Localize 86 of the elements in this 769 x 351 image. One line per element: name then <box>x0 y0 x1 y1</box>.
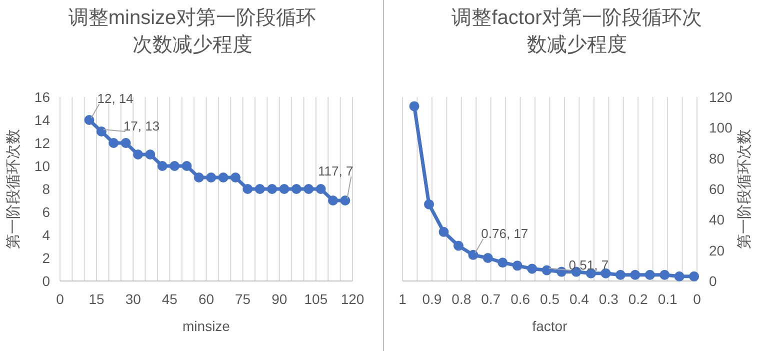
point <box>453 240 464 251</box>
point <box>267 184 278 194</box>
y-tick-label: 14 <box>34 112 50 128</box>
x-tick-label: 0.3 <box>598 291 619 307</box>
y-axis-title: 第一阶段循环次数 <box>5 129 22 249</box>
point <box>230 172 240 182</box>
point <box>279 184 290 194</box>
point <box>615 270 626 280</box>
point <box>644 270 655 280</box>
y-tick-label: 2 <box>42 250 50 266</box>
point <box>96 126 106 136</box>
y-tick-label: 8 <box>42 181 50 197</box>
x-tick-label: 45 <box>162 291 178 307</box>
point <box>438 226 449 237</box>
point <box>108 138 119 148</box>
point <box>468 250 478 260</box>
x-tick-label: 0.8 <box>452 291 472 307</box>
x-tick-label: 0.6 <box>510 291 530 307</box>
point <box>316 184 326 194</box>
x-tick-label: 15 <box>88 291 105 307</box>
x-axis-title: minsize <box>182 318 230 334</box>
point <box>660 270 670 280</box>
y-axis-title: 第一阶段循环次数 <box>736 129 753 249</box>
x-tick-label: 0.4 <box>569 291 590 307</box>
point <box>674 271 684 282</box>
point <box>482 253 493 263</box>
y-tick-label: 4 <box>42 227 50 243</box>
point <box>304 184 314 194</box>
point <box>145 150 156 160</box>
point <box>600 268 611 278</box>
point <box>340 196 350 206</box>
y-tick-label: 40 <box>709 212 725 228</box>
x-tick-label: 30 <box>125 291 142 307</box>
y-tick-label: 100 <box>709 120 733 136</box>
point <box>254 184 265 194</box>
y-tick-label: 80 <box>709 150 725 166</box>
y-tick-label: 20 <box>709 242 725 258</box>
point <box>328 196 338 206</box>
x-tick-label: 0.1 <box>658 291 678 307</box>
point <box>527 264 538 274</box>
x-tick-label: 75 <box>235 291 251 307</box>
point <box>170 161 180 171</box>
y-tick-label: 120 <box>709 89 733 105</box>
point <box>498 258 508 268</box>
annotation: 12, 14 <box>97 91 134 106</box>
point <box>206 172 216 182</box>
point <box>194 172 204 182</box>
annotation: 17, 13 <box>123 118 160 134</box>
point <box>84 115 94 125</box>
point <box>424 199 434 210</box>
x-tick-label: 1 <box>398 291 407 307</box>
point <box>542 265 552 276</box>
point <box>630 270 640 280</box>
point <box>291 184 302 194</box>
point <box>120 138 131 148</box>
point <box>218 172 228 182</box>
point <box>512 260 522 271</box>
x-tick-label: 120 <box>340 291 364 307</box>
y-tick-label: 0 <box>42 273 50 289</box>
x-tick-label: 0.2 <box>628 291 648 307</box>
chart-title: 调整minsize对第一阶段循环次数减少程度 <box>68 7 316 56</box>
y-tick-label: 16 <box>34 89 50 105</box>
point <box>409 101 420 112</box>
x-tick-label: 60 <box>198 291 214 307</box>
x-axis-title: factor <box>532 318 568 334</box>
point <box>242 184 253 194</box>
x-tick-label: 0.5 <box>540 291 560 307</box>
y-tick-label: 60 <box>709 181 725 197</box>
annotation: 117, 7 <box>318 164 354 178</box>
y-tick-label: 10 <box>34 158 50 174</box>
x-tick-label: 0 <box>693 291 702 307</box>
point <box>157 161 168 171</box>
x-tick-label: 105 <box>304 291 328 307</box>
annotation: 0.51, 7 <box>568 257 609 272</box>
x-tick-label: 0 <box>56 291 64 307</box>
x-tick-label: 0.9 <box>422 291 442 307</box>
x-tick-label: 90 <box>272 291 288 307</box>
y-tick-label: 12 <box>34 135 50 151</box>
chart-title: 调整factor对第一阶段循环次数减少程度 <box>452 7 702 56</box>
y-tick-label: 6 <box>42 204 50 220</box>
y-tick-label: 0 <box>709 273 717 289</box>
point <box>689 271 700 282</box>
x-tick-label: 0.7 <box>481 291 501 307</box>
point <box>133 150 143 160</box>
annotation: 0.76, 17 <box>481 226 528 241</box>
point <box>182 161 192 171</box>
